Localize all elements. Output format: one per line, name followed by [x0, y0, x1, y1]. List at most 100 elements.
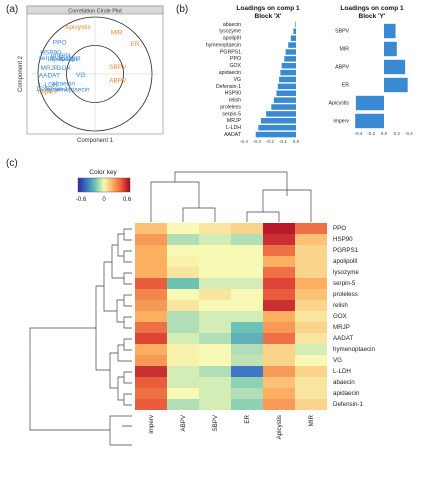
heatmap-row-label: lysozyme: [333, 269, 359, 276]
loading-category-label: ER: [342, 82, 349, 88]
heatmap-cell: [167, 377, 199, 388]
loadings-x-subtitle: Block 'X': [255, 13, 282, 20]
loading-axis-tick: 0.2: [394, 131, 401, 136]
loading-category-label: L-LDH: [226, 125, 241, 131]
heatmap-cell: [167, 300, 199, 311]
circle-point-label: Defensin-1: [37, 86, 69, 93]
circle-point-label: SBPV: [109, 64, 127, 71]
heatmap-panel: Color key -0.6 0 0.6 PPO HSP90 PGRPS1 apoli…: [29, 169, 376, 446]
loading-category-label: serpin-5: [222, 111, 241, 117]
circle-point-label: VG: [76, 72, 85, 79]
circle-point-label: PPO: [53, 39, 67, 46]
panel-label-a: (a): [6, 4, 18, 15]
heatmap-column-label: Apicystis: [276, 415, 283, 439]
heatmap-cell: [167, 223, 199, 234]
heatmap-row-label: MRJP: [333, 324, 350, 331]
heatmap-cell: [199, 333, 231, 344]
heatmap-cell: [263, 399, 295, 410]
heatmap-cell: [135, 333, 167, 344]
heatmap-row-label: abaecin: [333, 379, 355, 386]
loading-bar: [260, 118, 296, 124]
heatmap-cell: [135, 377, 167, 388]
loading-axis-tick: -0.2: [367, 131, 375, 136]
heatmap-cell: [199, 399, 231, 410]
heatmap-row-label: Defensin-1: [333, 401, 363, 408]
loading-category-label: MRJP: [227, 118, 242, 124]
heatmap-cell: [135, 355, 167, 366]
loading-axis-tick: 0.4: [406, 131, 413, 136]
heatmap-cell: [199, 234, 231, 245]
heatmap-cell: [167, 344, 199, 355]
loading-axis-tick: -0.4: [354, 131, 362, 136]
heatmap-cell: [199, 300, 231, 311]
loading-category-label: PPO: [230, 56, 241, 62]
heatmap-cell: [135, 256, 167, 267]
heatmap-cell: [263, 344, 295, 355]
heatmap-cell: [135, 278, 167, 289]
heatmap-cell: [263, 355, 295, 366]
circle-point-label: Apicystis: [65, 24, 91, 31]
heatmap-cell: [295, 388, 327, 399]
heatmap-cell: [231, 377, 263, 388]
heatmap-cell: [135, 399, 167, 410]
heatmap-row-label: HSP90: [333, 236, 353, 243]
loading-category-label: VG: [234, 77, 242, 83]
heatmap-cell: [295, 267, 327, 278]
correlation-circle-panel: Correlation Circle Plot Component 1 Comp…: [18, 5, 164, 144]
heatmap-cell: [167, 366, 199, 377]
heatmap-cell: [135, 289, 167, 300]
loading-category-label: HSP90: [225, 91, 242, 97]
heatmap-cell: [167, 245, 199, 256]
heatmap-cell: [167, 278, 199, 289]
loading-bar: [355, 95, 384, 111]
heatmap-cell: [135, 267, 167, 278]
heatmap-cell: [167, 355, 199, 366]
heatmap-row-label: L-LDH: [333, 368, 351, 375]
heatmap-cell: [199, 256, 231, 267]
heatmap-cell: [263, 388, 295, 399]
heatmap-cell: [167, 333, 199, 344]
loading-category-label: PGRPS1: [220, 49, 241, 55]
loading-bar: [277, 83, 296, 90]
loading-category-label: GOX: [229, 63, 241, 69]
heatmap-cell: [199, 311, 231, 322]
color-key-tick-max: 0.6: [123, 197, 132, 203]
heatmap-cell: [231, 344, 263, 355]
circle-point-label: ABPV: [109, 78, 127, 85]
heatmap-cell: [231, 256, 263, 267]
loading-bar: [384, 23, 396, 39]
circle-point-label: apolipIII: [58, 55, 81, 62]
heatmap-cell: [295, 234, 327, 245]
heatmap-cell: [231, 245, 263, 256]
loading-category-label: apidaecin: [219, 70, 241, 76]
color-key-tick-min: -0.6: [76, 197, 87, 203]
loading-bar: [295, 21, 296, 28]
loadings-panel: Loadings on comp 1 Block 'X' Loadings on…: [206, 5, 413, 144]
heatmap-cell: [199, 289, 231, 300]
circle-point-label: imperv: [38, 88, 58, 95]
heatmap-cell: [295, 223, 327, 234]
heatmap-cell: [295, 245, 327, 256]
heatmap-cell: [199, 355, 231, 366]
circle-point-label: HSP90: [40, 50, 61, 57]
circle-point-label: abaecin: [52, 80, 75, 87]
circle-point-label: AADAT: [39, 72, 60, 79]
heatmap-cell: [263, 333, 295, 344]
circle-point-label: ER: [130, 41, 139, 48]
loading-bar: [280, 69, 296, 76]
loading-bar: [273, 97, 296, 103]
loading-category-label: proleless: [220, 104, 241, 110]
heatmap-row-label: serpin-5: [333, 280, 356, 287]
correlation-plot-ylabel: Component 2: [18, 55, 24, 92]
heatmap-cell: [167, 322, 199, 333]
correlation-plot-xlabel: Component 1: [77, 138, 114, 144]
heatmap-column-label: ER: [244, 414, 251, 423]
heatmap-cell: [295, 278, 327, 289]
loading-bar: [281, 62, 296, 69]
heatmap-cell: [263, 245, 295, 256]
heatmap-row-label: relish: [333, 302, 348, 309]
loading-axis-tick: -0.1: [279, 139, 287, 144]
heatmap-cell: [263, 256, 295, 267]
loading-bar: [355, 113, 384, 129]
